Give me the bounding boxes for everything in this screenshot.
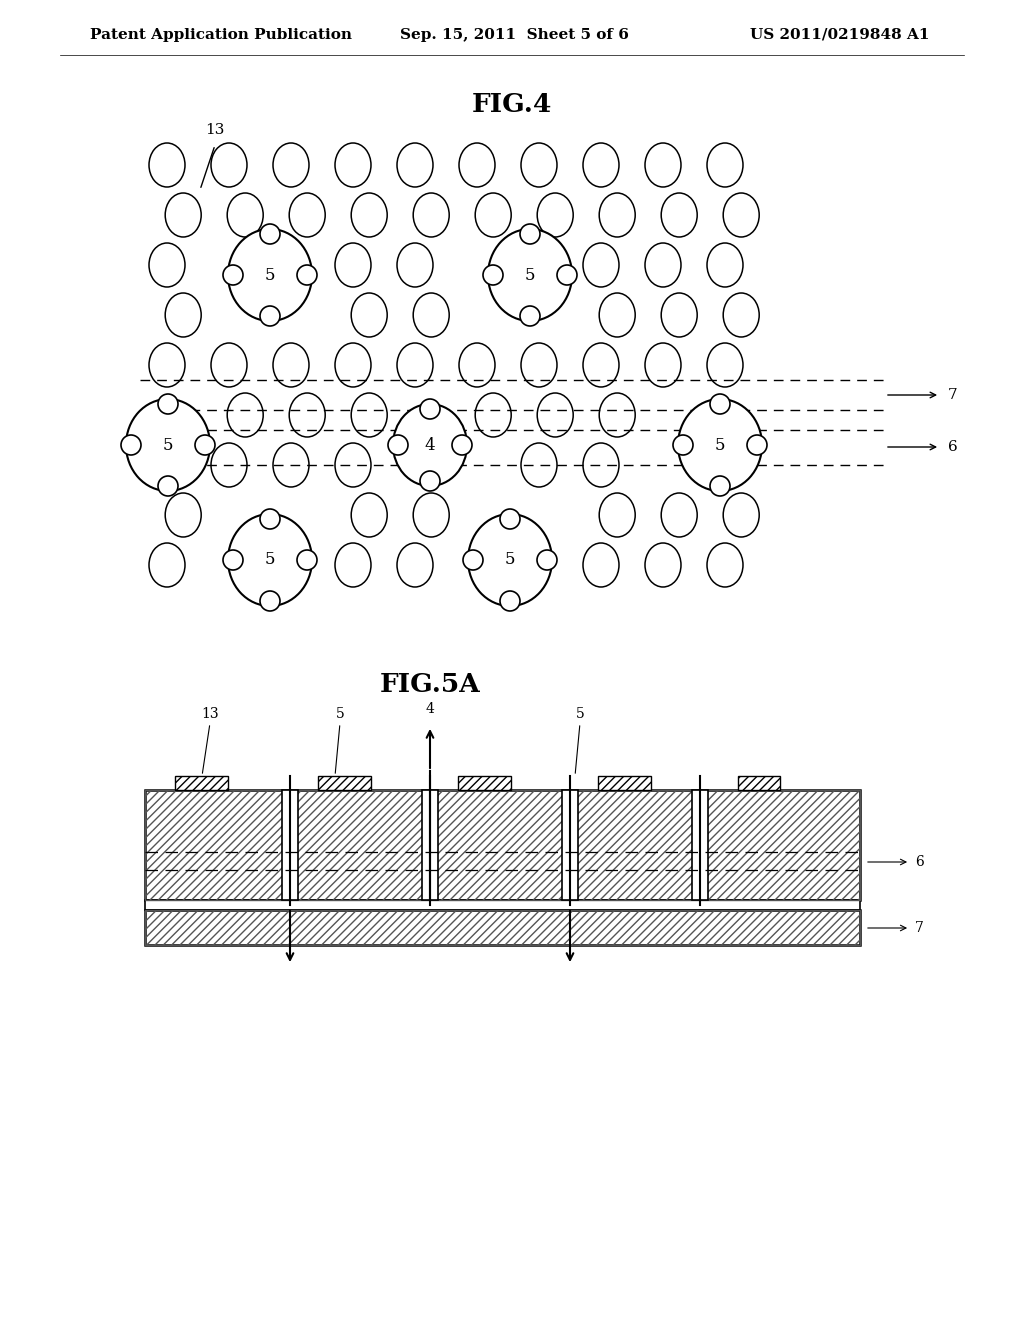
Ellipse shape — [126, 399, 210, 491]
Ellipse shape — [195, 436, 215, 455]
Ellipse shape — [710, 477, 730, 496]
Text: 5: 5 — [265, 552, 275, 569]
Text: 5: 5 — [575, 708, 585, 721]
Ellipse shape — [673, 436, 693, 455]
Ellipse shape — [537, 550, 557, 570]
Bar — [598, 776, 651, 789]
Ellipse shape — [260, 306, 280, 326]
Text: 5: 5 — [524, 267, 536, 284]
Ellipse shape — [223, 550, 243, 570]
Ellipse shape — [420, 399, 440, 418]
Text: FIG.5A: FIG.5A — [380, 672, 480, 697]
Ellipse shape — [463, 550, 483, 570]
Text: 13: 13 — [201, 708, 219, 721]
Bar — [175, 776, 228, 789]
Bar — [282, 789, 298, 900]
Bar — [145, 909, 860, 945]
Bar — [692, 789, 708, 900]
Bar — [422, 789, 438, 900]
Ellipse shape — [500, 591, 520, 611]
Ellipse shape — [500, 510, 520, 529]
Bar — [318, 776, 371, 789]
Ellipse shape — [297, 265, 317, 285]
Ellipse shape — [746, 436, 767, 455]
Ellipse shape — [452, 436, 472, 455]
Text: 6: 6 — [915, 855, 924, 869]
Ellipse shape — [260, 224, 280, 244]
Bar — [145, 900, 860, 909]
Ellipse shape — [468, 513, 552, 606]
Text: Sep. 15, 2011  Sheet 5 of 6: Sep. 15, 2011 Sheet 5 of 6 — [400, 28, 629, 42]
Text: 7: 7 — [915, 921, 924, 935]
Text: 6: 6 — [948, 440, 957, 454]
Text: 5: 5 — [265, 267, 275, 284]
Ellipse shape — [158, 477, 178, 496]
Ellipse shape — [260, 591, 280, 611]
Bar — [145, 789, 860, 900]
Ellipse shape — [678, 399, 762, 491]
Text: 4: 4 — [425, 437, 435, 454]
Ellipse shape — [393, 404, 467, 486]
Ellipse shape — [158, 393, 178, 414]
Ellipse shape — [228, 228, 312, 321]
Ellipse shape — [297, 550, 317, 570]
Text: 7: 7 — [948, 388, 957, 403]
Ellipse shape — [488, 228, 572, 321]
Text: 5: 5 — [715, 437, 725, 454]
Text: FIG.4: FIG.4 — [472, 92, 552, 117]
Text: 5: 5 — [505, 552, 515, 569]
Ellipse shape — [260, 510, 280, 529]
Ellipse shape — [388, 436, 408, 455]
Text: 13: 13 — [206, 123, 224, 137]
Text: 5: 5 — [336, 708, 344, 721]
Ellipse shape — [520, 224, 540, 244]
Text: 4: 4 — [426, 702, 434, 715]
Bar — [145, 909, 860, 945]
Text: US 2011/0219848 A1: US 2011/0219848 A1 — [750, 28, 930, 42]
Bar — [145, 789, 860, 900]
Ellipse shape — [223, 265, 243, 285]
Ellipse shape — [483, 265, 503, 285]
Bar — [458, 776, 511, 789]
Ellipse shape — [420, 471, 440, 491]
Bar — [562, 789, 578, 900]
Text: Patent Application Publication: Patent Application Publication — [90, 28, 352, 42]
Ellipse shape — [557, 265, 577, 285]
Text: 5: 5 — [163, 437, 173, 454]
Bar — [738, 776, 780, 789]
Ellipse shape — [520, 306, 540, 326]
Ellipse shape — [228, 513, 312, 606]
Ellipse shape — [710, 393, 730, 414]
Ellipse shape — [121, 436, 141, 455]
